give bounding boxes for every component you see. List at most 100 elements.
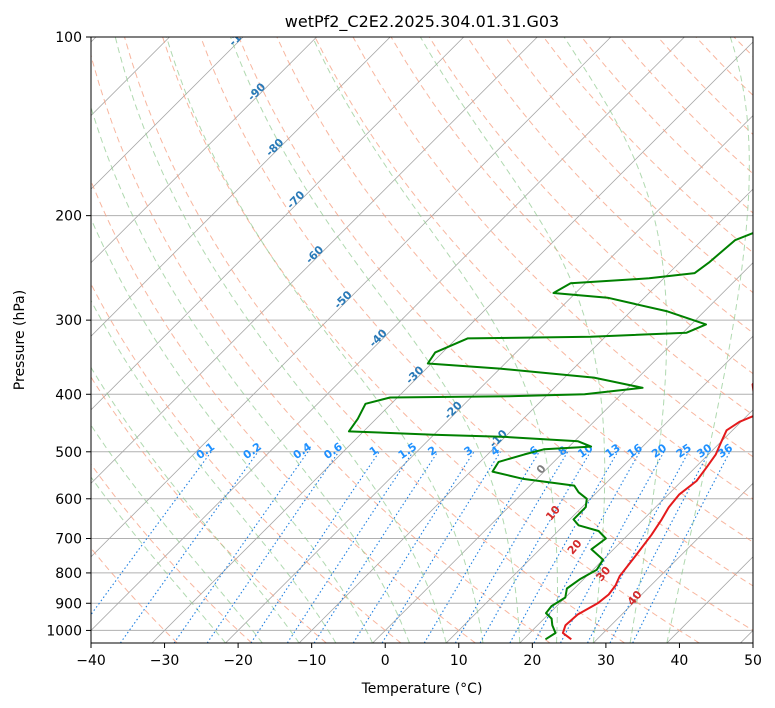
moist-adiabat <box>230 37 521 643</box>
mixing-ratio-label: 0.2 <box>241 440 264 462</box>
mixing-ratio-line <box>454 451 569 643</box>
x-tick-label: −20 <box>223 653 253 669</box>
x-tick-label: 10 <box>450 653 468 669</box>
x-tick-label: 30 <box>597 653 615 669</box>
dry-adiabat-label: -20 <box>442 399 465 422</box>
y-tick-label: 100 <box>55 30 82 46</box>
plot-area: 0.1 0.2 0.4 0.6 1 1.5 2 3 4 6 8 10 13 16 20 25 30 36-100-… <box>90 36 754 644</box>
dry-adiabat <box>162 37 700 643</box>
mixing-ratio-label: 30 <box>694 441 714 461</box>
dry-adiabat <box>619 37 753 175</box>
x-tick-label: −40 <box>76 653 106 669</box>
dry-adiabat-label: -80 <box>263 136 286 159</box>
y-axis-ticks: 1000 900 800 700 600 500 400 300 200 100 <box>46 30 91 639</box>
y-tick-label: 200 <box>55 209 82 225</box>
moist-adiabat <box>91 217 374 643</box>
mixing-ratio-label: 13 <box>603 441 623 460</box>
mixing-ratio-line <box>533 451 641 643</box>
x-axis-ticks: −40 −30 −20 −10 0 10 20 30 40 50 <box>76 643 762 669</box>
mixing-ratio-label: 2 <box>425 444 439 459</box>
mixing-ratio-label: 20 <box>649 441 669 461</box>
dry-adiabat <box>91 463 253 643</box>
dry-adiabat-label: -50 <box>331 288 354 311</box>
mixing-ratio-line <box>509 451 619 643</box>
isotherm-line <box>519 409 753 643</box>
y-axis-title: Pressure (hPa) <box>12 290 28 390</box>
x-tick-label: 0 <box>381 653 390 669</box>
mixing-ratio-label: 3 <box>462 444 476 459</box>
temperature-profile <box>561 382 753 641</box>
isotherm-line <box>151 41 753 643</box>
x-tick-label: 20 <box>523 653 541 669</box>
isotherm-line <box>666 556 753 643</box>
dry-adiabat-label: -60 <box>303 243 326 266</box>
mixing-ratio-line <box>206 451 340 643</box>
y-tick-label: 900 <box>55 596 82 612</box>
dry-adiabat <box>200 37 753 631</box>
dry-adiabat <box>91 53 551 643</box>
plot-frame <box>90 36 754 644</box>
moist-adiabat <box>91 366 300 643</box>
isotherm-line <box>91 37 465 411</box>
moist-adiabat-label: 40 <box>625 588 645 608</box>
mixing-ratio-line <box>173 451 309 643</box>
moist-adiabat-label: 10 <box>543 503 563 523</box>
x-tick-label: 50 <box>744 653 762 669</box>
x-axis-title: Temperature (°C) <box>361 681 483 697</box>
dry-adiabat <box>390 37 753 416</box>
dry-adiabat-label: -70 <box>284 188 307 211</box>
y-tick-label: 800 <box>55 566 82 582</box>
mixing-ratio-line <box>286 451 414 643</box>
isotherm-line <box>91 37 538 484</box>
isotherm-line <box>91 37 244 190</box>
mixing-ratio-label: 0.1 <box>194 440 217 462</box>
mixing-ratio-label: 1.5 <box>396 440 419 462</box>
moist-adiabat <box>563 37 668 643</box>
y-tick-label: 300 <box>55 313 82 329</box>
mixing-ratio-line <box>587 451 690 643</box>
dry-adiabat <box>695 37 753 96</box>
mixing-ratio-line <box>352 451 475 643</box>
profiles <box>347 232 753 641</box>
x-tick-label: −10 <box>297 653 327 669</box>
dry-adiabat <box>91 179 476 643</box>
mixing-ratio-label: 16 <box>625 441 645 461</box>
isotherm-line <box>225 114 753 643</box>
moist-adiabat <box>91 476 226 643</box>
mixing-ratio-label: 25 <box>674 441 694 460</box>
moist-adiabat <box>114 37 447 643</box>
y-tick-label: 400 <box>55 387 82 403</box>
moist-adiabat-label: 0 <box>534 462 549 476</box>
y-tick-label: 1000 <box>46 623 82 639</box>
isotherm-line <box>91 37 317 264</box>
x-tick-label: −30 <box>150 653 180 669</box>
dry-adiabat <box>124 37 625 643</box>
moist-adiabat <box>666 37 750 643</box>
grid-lines <box>91 37 753 643</box>
chart-title: wetPf2_C2E2.2025.304.01.31.G03 <box>285 12 559 32</box>
mixing-ratio-line <box>560 451 665 643</box>
dry-adiabat <box>352 37 753 458</box>
y-tick-label: 600 <box>55 492 82 508</box>
moist-adiabat <box>91 424 263 643</box>
y-tick-label: 500 <box>55 445 82 461</box>
mixing-ratio-line <box>632 451 731 643</box>
isotherm-line <box>445 335 753 643</box>
moist-adiabat <box>91 105 410 643</box>
background-lines <box>91 37 753 643</box>
dry-adiabat-label: -90 <box>245 80 268 103</box>
isotherm-line <box>91 37 391 337</box>
dewpoint-profile <box>347 232 753 641</box>
mixing-ratio-line <box>250 451 380 643</box>
moist-adiabat <box>166 37 484 643</box>
isotherm-line <box>593 482 753 643</box>
y-tick-label: 700 <box>55 532 82 548</box>
dry-adiabat <box>238 37 753 587</box>
moist-adiabat <box>91 299 337 643</box>
dry-adiabat <box>466 37 753 334</box>
mixing-ratio-line <box>91 451 212 616</box>
dry-adiabat <box>91 376 327 643</box>
mixing-ratio-line <box>119 451 259 643</box>
x-tick-label: 40 <box>671 653 689 669</box>
mixing-ratio-label: 8 <box>556 444 570 459</box>
